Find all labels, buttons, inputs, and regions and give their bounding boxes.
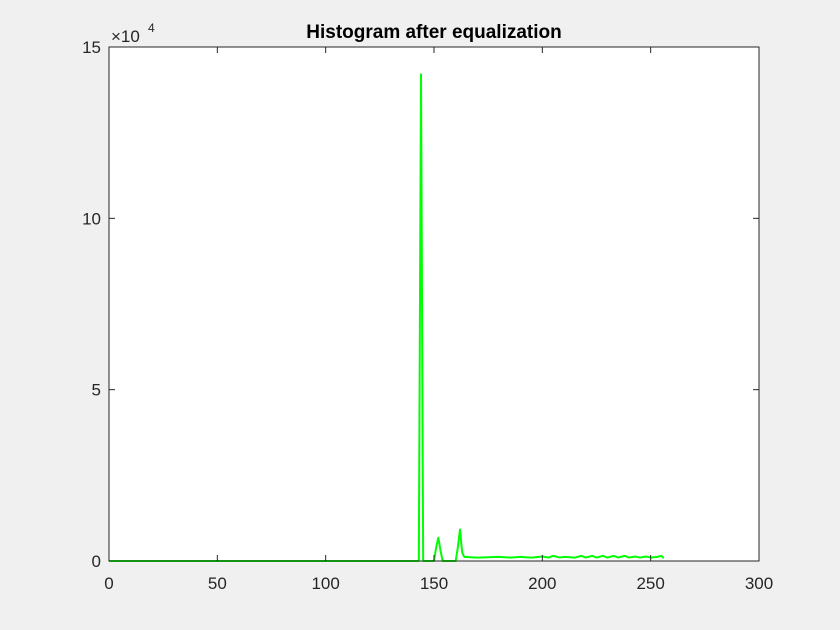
y-tick-label: 5 bbox=[92, 381, 101, 400]
y-tick-label: 10 bbox=[82, 209, 101, 228]
y-exponent-label: ×10 4 bbox=[111, 21, 155, 46]
x-tick-label: 300 bbox=[745, 574, 773, 593]
y-tick-label: 0 bbox=[92, 552, 101, 571]
x-tick-label: 0 bbox=[104, 574, 113, 593]
y-axis: 0 5 10 15 bbox=[82, 38, 759, 571]
chart-title: Histogram after equalization bbox=[306, 22, 562, 43]
y-exponent-base: ×10 bbox=[111, 27, 140, 46]
y-tick-label: 15 bbox=[82, 38, 101, 57]
series-layer bbox=[109, 73, 665, 562]
y-exponent-power: 4 bbox=[148, 21, 155, 35]
x-tick-label: 150 bbox=[420, 574, 448, 593]
x-axis: 0 50 100 150 200 250 300 bbox=[104, 47, 773, 593]
x-tick-label: 200 bbox=[528, 574, 556, 593]
x-tick-label: 100 bbox=[311, 574, 339, 593]
plot-area bbox=[109, 47, 759, 561]
series-line-0 bbox=[109, 73, 665, 562]
x-tick-label: 250 bbox=[636, 574, 664, 593]
x-tick-label: 50 bbox=[208, 574, 227, 593]
